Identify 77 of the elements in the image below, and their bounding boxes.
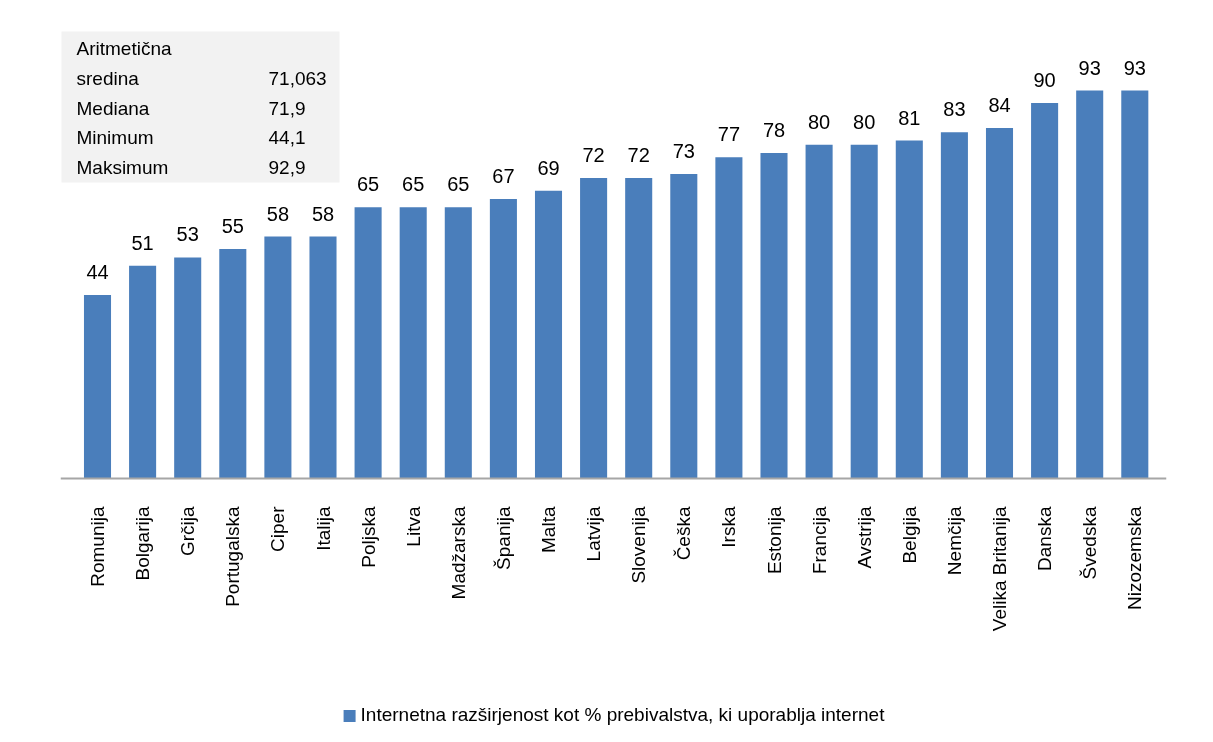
text: Mediana 71,9 bbox=[76, 97, 306, 119]
data-label: 51 bbox=[131, 231, 154, 254]
bar bbox=[580, 178, 608, 479]
bar bbox=[670, 173, 698, 479]
x-tick-label: Portugalska bbox=[222, 506, 244, 607]
data-label: 81 bbox=[898, 106, 921, 129]
bar bbox=[219, 249, 247, 479]
bar bbox=[1031, 103, 1059, 479]
data-label: 67 bbox=[492, 164, 515, 187]
text: Maksimum 92,9 bbox=[76, 157, 306, 178]
x-tick-label: Estonija bbox=[763, 506, 785, 575]
bar bbox=[444, 207, 472, 479]
x-tick-label: Nemčija bbox=[943, 506, 965, 576]
x-tick-label: Romunija bbox=[87, 506, 108, 587]
bar bbox=[129, 265, 157, 479]
text: Minimum 44,1 bbox=[76, 127, 306, 149]
data-label: 93 bbox=[1123, 56, 1146, 79]
bar bbox=[850, 144, 878, 479]
bar bbox=[625, 178, 653, 479]
x-tick-label: Švedska bbox=[1079, 506, 1101, 580]
x-tick-label: Velika Britanija bbox=[989, 506, 1010, 632]
data-label: 84 bbox=[988, 94, 1011, 117]
data-label: 93 bbox=[1078, 56, 1101, 79]
x-tick-label: Španija bbox=[492, 506, 514, 570]
x-tick-label: Avstrija bbox=[853, 506, 875, 569]
text: Aritmetična sredina 71,063 bbox=[76, 38, 327, 89]
x-tick-label: Danska bbox=[1034, 506, 1056, 571]
data-label: 80 bbox=[853, 110, 876, 133]
x-tick-label: Italija bbox=[312, 506, 334, 551]
bar bbox=[174, 257, 202, 479]
bar bbox=[534, 190, 563, 479]
bar bbox=[760, 153, 788, 479]
x-tick-label: Madžarska bbox=[447, 506, 469, 600]
bar bbox=[399, 207, 427, 479]
bar bbox=[309, 236, 337, 479]
data-label: 83 bbox=[943, 98, 966, 121]
x-tick-label: Irska bbox=[718, 506, 740, 548]
x-tick-label: Poljska bbox=[357, 506, 379, 568]
data-label: 58 bbox=[311, 202, 335, 225]
bar bbox=[985, 128, 1014, 479]
bar bbox=[264, 236, 292, 479]
bar bbox=[1076, 90, 1104, 479]
data-label: 78 bbox=[762, 119, 786, 142]
bar bbox=[715, 157, 743, 479]
data-label: 44 bbox=[86, 260, 109, 283]
x-tick-label: Malta bbox=[538, 506, 559, 553]
x-tick-label: Slovenija bbox=[628, 506, 650, 584]
x-tick-label: Nizozemska bbox=[1124, 506, 1146, 610]
x-tick-label: Francija bbox=[808, 506, 830, 575]
data-label: 90 bbox=[1033, 69, 1056, 92]
data-label: 72 bbox=[582, 144, 605, 167]
data-label: 53 bbox=[176, 223, 199, 246]
data-label: 77 bbox=[717, 123, 741, 146]
data-label: 58 bbox=[266, 202, 290, 225]
bar bbox=[1121, 90, 1149, 479]
data-label: 72 bbox=[627, 144, 650, 167]
data-label: 55 bbox=[221, 215, 244, 238]
x-tick-label: Latvija bbox=[583, 506, 605, 562]
bar bbox=[895, 140, 923, 479]
bar bbox=[83, 294, 112, 479]
x-tick-label: Grčija bbox=[177, 506, 199, 557]
data-label: 80 bbox=[807, 110, 831, 133]
x-tick-label: Belgija bbox=[898, 506, 920, 564]
legend-label: Internetna razširjenost kot % prebivalstva, ki uporablja internet bbox=[360, 704, 885, 726]
data-label: 65 bbox=[356, 173, 380, 196]
bar bbox=[940, 132, 968, 479]
bar bbox=[354, 207, 382, 479]
data-label: 69 bbox=[537, 156, 560, 179]
data-label: 73 bbox=[672, 139, 695, 162]
x-tick-label: Litva bbox=[402, 506, 424, 547]
bar bbox=[489, 198, 517, 479]
data-label: 65 bbox=[402, 173, 425, 196]
x-tick-label: Češka bbox=[673, 506, 695, 561]
x-tick-label: Bolgarija bbox=[132, 506, 154, 581]
data-label: 65 bbox=[447, 173, 470, 196]
x-tick-label: Ciper bbox=[267, 505, 289, 552]
bar bbox=[805, 144, 833, 479]
